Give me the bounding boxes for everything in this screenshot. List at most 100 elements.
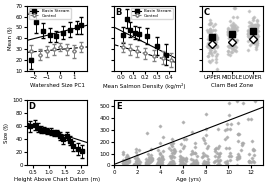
Point [145, 161, 149, 164]
Point [156, 157, 160, 160]
Point [204, 134, 209, 137]
Point [255, 26, 259, 29]
Point [241, 142, 245, 145]
Point [251, 160, 256, 163]
Point [192, 163, 196, 166]
Point [239, 149, 243, 152]
Point [123, 160, 127, 163]
Point [200, 156, 204, 159]
Point [250, 38, 254, 41]
Point [144, 161, 148, 164]
Point [228, 159, 233, 162]
Point [203, 162, 207, 165]
Point [210, 45, 215, 48]
Point [170, 155, 174, 158]
Point [245, 29, 250, 32]
Point [167, 146, 171, 149]
Point [250, 149, 255, 152]
Point [255, 33, 259, 36]
Point [230, 33, 235, 36]
Point [134, 162, 139, 165]
X-axis label: Height Above Chart Datum (m): Height Above Chart Datum (m) [14, 177, 100, 182]
Point [223, 160, 228, 163]
Point [214, 158, 219, 161]
Point [182, 145, 186, 148]
Point [193, 152, 197, 155]
Point [237, 154, 241, 157]
Point [211, 35, 216, 38]
Point [229, 38, 233, 41]
Point [233, 28, 237, 31]
Point [213, 50, 218, 53]
Point [246, 32, 251, 35]
Point [204, 146, 209, 149]
Point [251, 39, 255, 42]
Point [247, 152, 251, 155]
Point [135, 163, 139, 166]
Point [208, 37, 212, 40]
Point [124, 157, 128, 160]
Point [225, 160, 229, 163]
Point [255, 35, 260, 38]
Point [210, 39, 215, 42]
Point [202, 162, 206, 165]
Point [171, 162, 175, 165]
Point [223, 137, 227, 140]
Point [206, 44, 210, 47]
Point [134, 147, 139, 150]
Point [215, 152, 219, 155]
Point [254, 42, 258, 45]
Point [251, 24, 256, 27]
Point [247, 36, 251, 39]
Point [225, 136, 229, 139]
Point [121, 152, 126, 155]
Point [211, 40, 215, 43]
Point [250, 24, 254, 27]
Point [125, 161, 129, 164]
Point [206, 157, 210, 160]
Point [231, 29, 235, 32]
Point [171, 141, 175, 144]
Point [226, 52, 230, 55]
Point [248, 27, 252, 30]
Point [213, 149, 218, 152]
Point [207, 43, 212, 46]
Point [231, 34, 236, 37]
Point [226, 30, 230, 33]
Point [204, 163, 209, 166]
Point [230, 43, 235, 46]
Point [228, 45, 232, 48]
Legend: Basin Stream, Control: Basin Stream, Control [29, 8, 70, 19]
Point [214, 44, 219, 47]
Point [178, 163, 182, 166]
Point [233, 49, 237, 52]
Point [234, 46, 238, 49]
Point [195, 161, 199, 164]
Point [135, 163, 139, 166]
Point [161, 150, 165, 153]
Point [241, 101, 245, 104]
Point [248, 30, 252, 33]
Point [206, 45, 211, 49]
Point [246, 117, 250, 120]
Point [230, 34, 234, 37]
Point [211, 42, 216, 45]
Point [191, 151, 195, 154]
Point [192, 161, 196, 164]
Point [134, 162, 139, 165]
Point [217, 158, 222, 161]
Point [229, 45, 234, 48]
Point [255, 18, 259, 21]
Point [169, 161, 174, 164]
Point [236, 133, 240, 136]
Point [180, 158, 185, 161]
Point [210, 42, 214, 45]
Point [252, 34, 256, 37]
Point [217, 153, 221, 156]
Point [233, 33, 237, 36]
Point [209, 38, 213, 41]
Text: A: A [28, 8, 35, 17]
Point [248, 118, 253, 121]
Point [226, 45, 230, 48]
Point [247, 25, 251, 28]
